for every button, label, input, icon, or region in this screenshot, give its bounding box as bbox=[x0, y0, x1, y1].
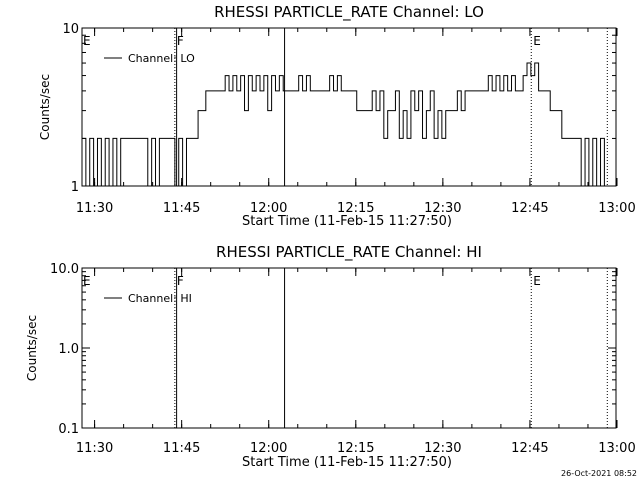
x-tick-label: 12:00 bbox=[250, 441, 287, 456]
x-tick-label: 12:15 bbox=[337, 201, 374, 216]
event-marker-label: F bbox=[177, 34, 184, 48]
x-tick-label: 12:00 bbox=[250, 201, 287, 216]
ticks-lo: 11:30 11:45 12:00 12:15 12:30 12:45 13:00 1 10 bbox=[62, 22, 635, 216]
series-line-lo bbox=[82, 62, 616, 187]
legend-lo: Channel: LO bbox=[104, 52, 195, 65]
x-axis-label-lo: Start Time (11-Feb-15 11:27:50) bbox=[242, 214, 452, 229]
panel-lo: RHESSI PARTICLE_RATE Channel: LO 11:30 11… bbox=[38, 3, 636, 229]
x-tick-label: 11:45 bbox=[163, 441, 200, 456]
event-marker-label: E bbox=[83, 274, 91, 288]
legend-hi: Channel: HI bbox=[104, 292, 192, 305]
y-tick-label: 10 bbox=[62, 22, 79, 37]
y-tick-label: 1.0 bbox=[58, 342, 79, 357]
x-tick-label: 11:30 bbox=[76, 201, 113, 216]
x-tick-label: 11:45 bbox=[163, 201, 200, 216]
event-marker-label: E bbox=[533, 34, 541, 48]
y-tick-label: 1 bbox=[71, 180, 79, 195]
event-marker-label: E bbox=[533, 274, 541, 288]
x-tick-label: 12:45 bbox=[511, 201, 548, 216]
x-tick-label: 11:30 bbox=[76, 441, 113, 456]
y-axis-label-lo: Counts/sec bbox=[38, 74, 52, 140]
x-tick-label: 13:00 bbox=[598, 201, 635, 216]
panel-hi: RHESSI PARTICLE_RATE Channel: HI 11:30 11… bbox=[25, 243, 636, 470]
x-tick-label: 13:00 bbox=[598, 441, 635, 456]
x-tick-label: 12:15 bbox=[337, 441, 374, 456]
chart-title-lo: RHESSI PARTICLE_RATE Channel: LO bbox=[214, 3, 484, 22]
series-lo bbox=[82, 62, 616, 187]
x-tick-label: 12:30 bbox=[424, 441, 461, 456]
chart-title-hi: RHESSI PARTICLE_RATE Channel: HI bbox=[216, 243, 482, 262]
plot-frame-lo bbox=[81, 27, 617, 187]
y-tick-label: 10.0 bbox=[50, 262, 79, 277]
y-tick-label: 0.1 bbox=[58, 422, 79, 437]
x-tick-label: 12:30 bbox=[424, 201, 461, 216]
y-axis-label-hi: Counts/sec bbox=[25, 315, 39, 381]
event-marker-label: F bbox=[177, 274, 184, 288]
legend-label-lo: Channel: LO bbox=[128, 52, 195, 65]
legend-label-hi: Channel: HI bbox=[128, 292, 192, 305]
ticks-hi: 11:30 11:45 12:00 12:15 12:30 12:45 13:00 0.1 1.… bbox=[50, 262, 636, 456]
event-marker-label: E bbox=[83, 34, 91, 48]
x-tick-label: 12:45 bbox=[511, 441, 548, 456]
timestamp-footer: 26-Oct-2021 08:52 bbox=[561, 469, 637, 478]
x-axis-label-hi: Start Time (11-Feb-15 11:27:50) bbox=[242, 455, 452, 470]
